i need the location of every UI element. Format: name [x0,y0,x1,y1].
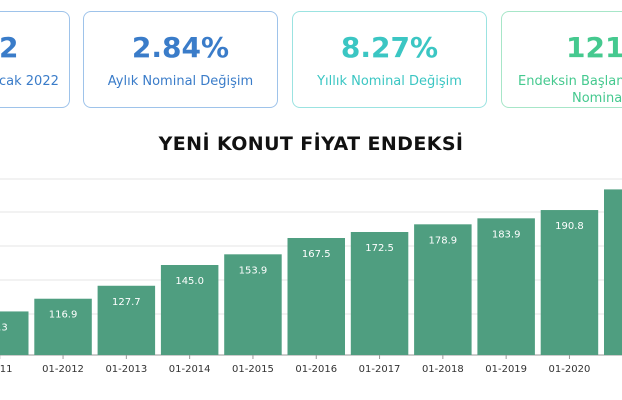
x-tick-label: 01-2019 [485,364,527,375]
bar [97,285,156,355]
stat-card-yearly-change: 8.27% Yıllık Nominal Değişim [292,11,487,108]
bar-data-label: 145.0 [175,276,204,287]
x-tick-label: 01-2013 [105,364,147,375]
bar-data-label: 190.8 [555,221,584,232]
stat-label: cak 2022 [0,74,59,89]
x-tick-label: 01-2016 [295,364,337,375]
bar [34,298,92,355]
x-tick-label: 01-2020 [549,364,591,375]
bar-data-label: 153.9 [239,265,268,276]
bar [350,232,409,355]
stat-card-index-change: 121. Endeksin Başlang Nominal [501,11,622,108]
bar [287,238,345,355]
bar-data-label: 178.9 [429,235,458,246]
bar-data-label: 172.5 [365,243,394,254]
stat-label: Yıllık Nominal Değişim [317,74,462,89]
x-tick-label: 01-2014 [169,364,211,375]
bar [0,311,29,355]
stat-label-line2: Nominal [572,91,622,106]
stat-value: 121. [566,31,622,64]
stat-label: Endeksin Başlang [518,74,622,89]
bar [604,189,622,355]
bar [477,218,535,355]
bar [414,224,472,355]
bar-data-label: 167.5 [302,249,331,260]
stat-card-monthly-change: 2.84% Aylık Nominal Değişim [83,11,278,108]
chart-title: YENİ KONUT FİYAT ENDEKSİ [158,133,464,155]
x-tick-label: 01-2018 [422,364,464,375]
bar [224,254,282,355]
bar-data-label: 127.7 [112,297,141,308]
bar [160,265,219,355]
stat-label: Aylık Nominal Değişim [107,74,254,89]
x-tick-label: 01-2012 [42,364,84,375]
x-tick-label: 01-2017 [359,364,401,375]
stat-value: 8.27% [340,31,439,64]
bar-data-label: 116.9 [49,310,78,321]
stat-value: 2.84% [131,31,230,64]
x-tick-label: 01-2015 [232,364,274,375]
bar-data-label: 183.9 [492,229,521,240]
stat-card-date: 2 cak 2022 [0,11,70,108]
stat-value: 2 [0,31,19,64]
x-tick-label: 2011 [0,364,12,375]
bar [540,210,599,355]
bar-data-label: 6.3 [0,322,8,333]
